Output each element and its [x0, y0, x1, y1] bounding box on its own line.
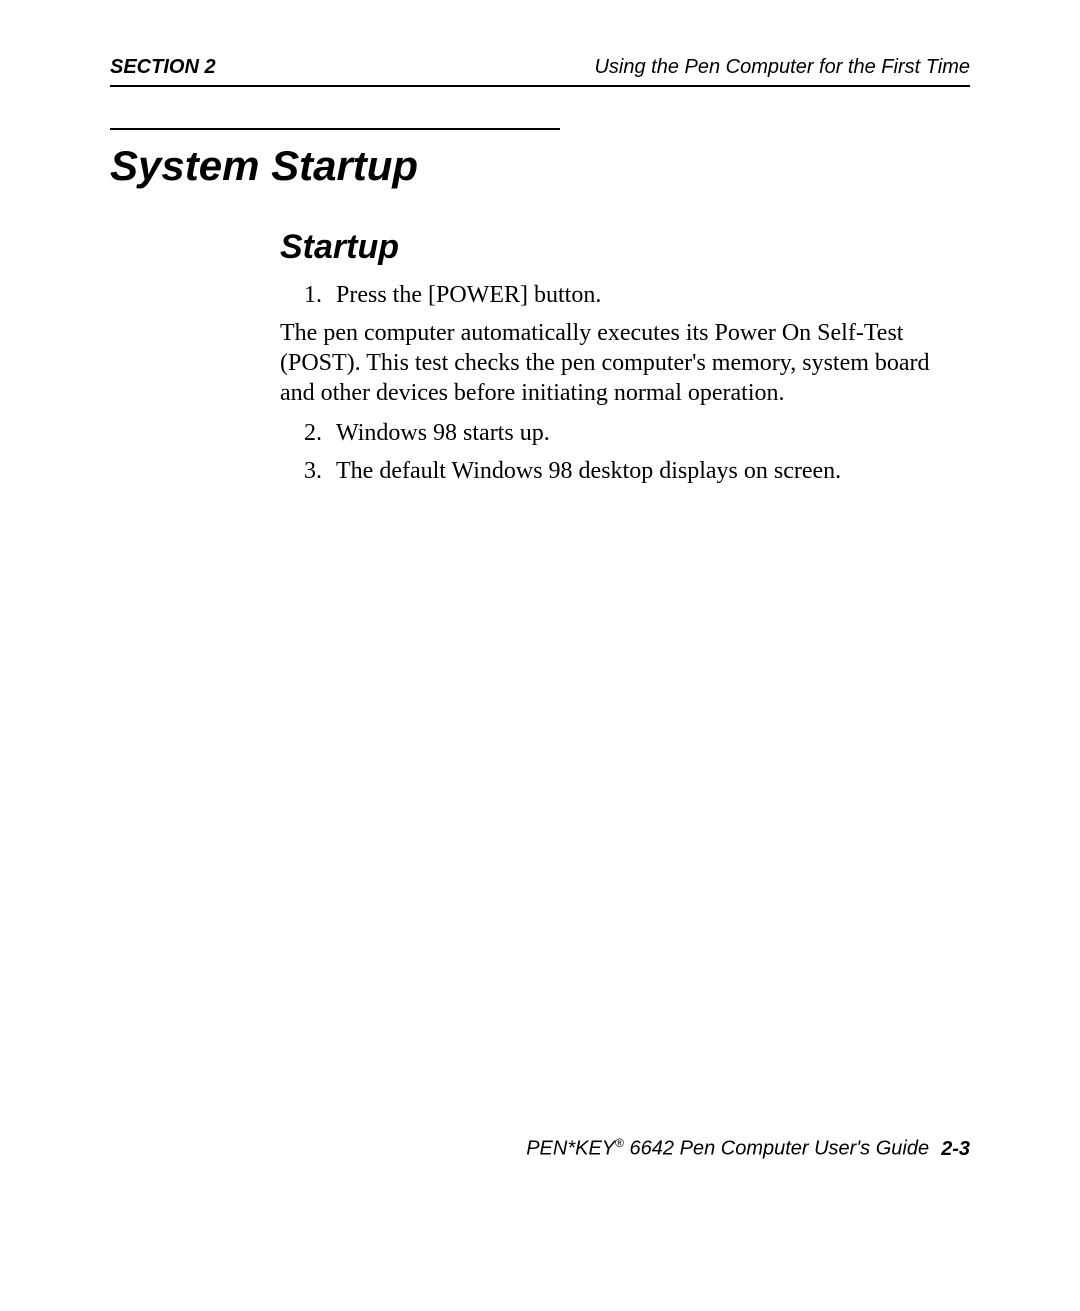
list-item: 2. Windows 98 starts up. [280, 418, 962, 448]
registered-mark-icon: ® [615, 1136, 624, 1150]
heading-1: System Startup [110, 142, 418, 190]
page-header: SECTION 2 Using the Pen Computer for the… [110, 56, 970, 87]
footer-product-prefix: PEN*KEY [526, 1138, 615, 1160]
list-item: 1. Press the [POWER] button. [280, 280, 962, 310]
heading-2: Startup [280, 228, 399, 267]
body-text: 1. Press the [POWER] button. The pen com… [280, 280, 962, 494]
list-text: Press the [POWER] button. [336, 280, 962, 310]
document-page: SECTION 2 Using the Pen Computer for the… [0, 0, 1080, 1311]
section-rule [110, 128, 560, 130]
list-text: Windows 98 starts up. [336, 418, 962, 448]
list-number: 2. [280, 418, 336, 448]
list-number: 3. [280, 456, 336, 486]
page-footer: PEN*KEY® 6642 Pen Computer User's Guide 2… [526, 1136, 970, 1161]
paragraph: The pen computer automatically executes … [280, 318, 962, 408]
list-item: 3. The default Windows 98 desktop displa… [280, 456, 962, 486]
list-number: 1. [280, 280, 336, 310]
header-section: SECTION 2 [110, 56, 216, 79]
header-chapter-title: Using the Pen Computer for the First Tim… [594, 56, 970, 79]
footer-product-suffix: 6642 Pen Computer User's Guide [624, 1138, 929, 1160]
page-number: 2-3 [941, 1138, 970, 1160]
list-text: The default Windows 98 desktop displays … [336, 456, 962, 486]
